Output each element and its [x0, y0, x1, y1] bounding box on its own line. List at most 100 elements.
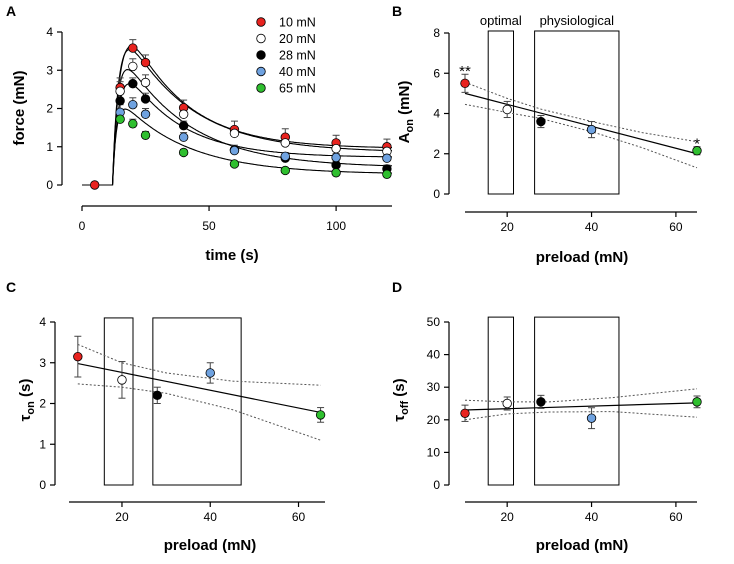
- panel-a-legend-marker: [256, 17, 266, 27]
- panel-d-x-tick-label: 20: [501, 510, 515, 524]
- panel-d-y-tick-label: 40: [427, 348, 441, 362]
- panel-a-point: [140, 57, 151, 68]
- panel-d-point: [692, 397, 702, 407]
- panel-d-point: [586, 413, 597, 423]
- panel-a-point: [280, 151, 290, 162]
- panel-d-y-tick-label: 20: [427, 413, 441, 427]
- panel-b-y-tick-label: 2: [433, 147, 440, 161]
- panel-c-y-tick-label: 1: [39, 437, 46, 451]
- panel-a-xlabel: time (s): [205, 247, 258, 264]
- panel-c-point: [315, 410, 326, 420]
- panel-d-y-tick-label: 0: [433, 478, 440, 492]
- panel-c-y-tick-label: 4: [39, 315, 46, 329]
- panel-c-x-tick-label: 20: [115, 510, 129, 524]
- panel-c-ci-lower: [77, 383, 321, 441]
- panel-d-range-box-1: [487, 316, 515, 486]
- panel-a-ylabel: force (mN): [11, 70, 28, 145]
- panel-c-point: [205, 368, 215, 378]
- panel-a-point: [178, 121, 189, 131]
- panel-b-range-box-1: [487, 30, 515, 195]
- panel-b-point: [586, 124, 597, 135]
- panel-a-x-tick-label: 50: [202, 219, 216, 233]
- panel-d-regression-line: [464, 402, 698, 411]
- panel-b-point: [692, 146, 702, 156]
- panel-letter-c: C: [6, 279, 16, 295]
- panel-b-ci-lower: [464, 103, 698, 169]
- panel-b-ci-upper: [464, 81, 698, 143]
- panel-b-ylabel-unit: (mN): [396, 81, 413, 119]
- panel-b-y-tick-label: 4: [433, 107, 440, 121]
- panel-a-point: [128, 78, 138, 89]
- panel-a-point: [280, 138, 290, 148]
- panel-b-axes: 0 2 4 6 8 20 40 60: [433, 26, 697, 234]
- panel-d-tau-off: 0 10 20 30 40 50 20 40 60 preload (mN) τoff (s): [391, 315, 702, 554]
- panel-d-y-tick-label: 10: [427, 445, 441, 459]
- panel-d-ylabel-main: τ: [391, 415, 408, 422]
- panel-b-plot: optimal physiological***: [459, 13, 702, 195]
- panel-a-point: [90, 180, 100, 190]
- panel-a-point: [140, 77, 151, 88]
- panel-a-point: [128, 99, 138, 110]
- panel-a-legend-marker: [256, 50, 266, 60]
- panel-a-point: [382, 169, 392, 179]
- panel-d-ylabel: τoff (s): [391, 378, 411, 421]
- panel-c-y-tick-label: 3: [39, 356, 46, 370]
- panel-a-legend-label: 28 mN: [279, 49, 316, 63]
- panel-a-y-tick-label: 0: [46, 178, 53, 192]
- panel-a-point: [140, 130, 151, 140]
- panel-c-plot: [73, 317, 326, 486]
- panel-b-significance-mark: *: [694, 136, 700, 153]
- panel-a-point: [178, 109, 189, 119]
- panel-d-xlabel: preload (mN): [536, 537, 629, 554]
- panel-a-axes: 0 1 2 3 4 0 50 100: [46, 25, 392, 233]
- panel-a-point: [115, 114, 125, 124]
- panel-c-range-box-2: [152, 317, 242, 486]
- panel-a-x-tick-label: 0: [79, 219, 86, 233]
- panel-letter-b: B: [392, 3, 402, 19]
- panel-c-tau-on: 0 1 2 3 4 20 40 60 preload (mN) τon (s): [17, 315, 326, 554]
- panel-b-y-tick-label: 8: [433, 26, 440, 40]
- panel-d-x-tick-label: 40: [585, 510, 599, 524]
- panel-b-y-tick-label: 6: [433, 66, 440, 80]
- panel-b-significance-mark: **: [459, 63, 471, 80]
- panel-a-point: [140, 109, 151, 119]
- panel-b-range-box-label: optimal: [480, 13, 522, 28]
- panel-a-legend-label: 20 mN: [279, 32, 316, 46]
- panel-b-y-tick-label: 0: [433, 187, 440, 201]
- panel-d-axes: 0 10 20 30 40 50 20 40 60: [427, 315, 697, 524]
- panel-d-ylabel-sub: off: [399, 401, 411, 415]
- panel-c-ylabel-unit: (s): [17, 379, 34, 402]
- panel-a-legend-label: 40 mN: [279, 65, 316, 79]
- panel-c-xlabel: preload (mN): [164, 537, 257, 554]
- panel-d-ci-upper: [464, 388, 698, 403]
- panel-a-y-tick-label: 1: [46, 140, 53, 154]
- panel-a-point: [229, 145, 240, 156]
- panel-a-point: [115, 96, 125, 106]
- panel-a-point: [331, 168, 341, 178]
- panel-d-y-tick-label: 50: [427, 315, 441, 329]
- panel-c-y-tick-label: 2: [39, 397, 46, 411]
- panel-d-plot: [460, 316, 702, 486]
- panel-b-x-tick-label: 40: [585, 220, 599, 234]
- panel-a-legend-label: 65 mN: [279, 82, 316, 96]
- panel-b-point: [502, 104, 512, 115]
- panel-c-x-tick-label: 60: [292, 510, 306, 524]
- panel-b-regression-line: [464, 92, 698, 155]
- panel-b-x-tick-label: 20: [501, 220, 515, 234]
- panel-a-point: [331, 152, 341, 163]
- panel-a-point: [280, 165, 290, 176]
- panel-a-point: [229, 159, 240, 169]
- panel-b-range-box-label: physiological: [540, 13, 615, 28]
- panel-c-ci-upper: [77, 343, 321, 386]
- panel-a-point: [128, 43, 138, 53]
- panel-a-point: [128, 119, 138, 129]
- panel-d-ci-lower: [464, 411, 698, 421]
- panel-c-point: [117, 375, 127, 385]
- panel-a-point: [331, 143, 341, 154]
- panel-c-ylabel: τon (s): [17, 379, 37, 422]
- panel-a-point: [382, 153, 392, 163]
- panel-d-y-tick-label: 30: [427, 380, 441, 394]
- panel-letter-d: D: [392, 279, 402, 295]
